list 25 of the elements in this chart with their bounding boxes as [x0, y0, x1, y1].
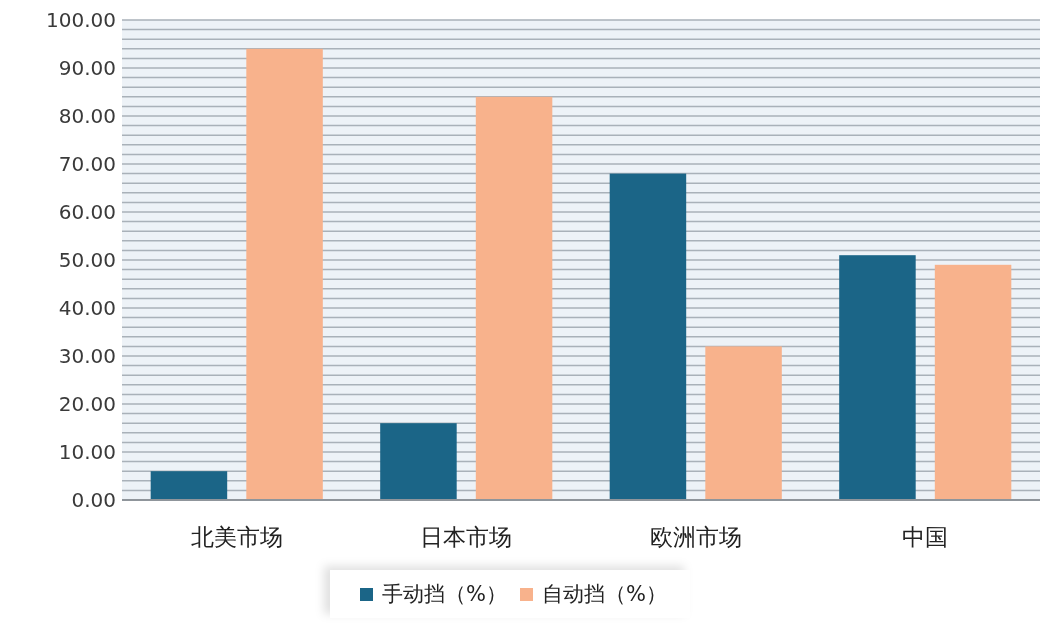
y-tick-label: 50.00	[58, 248, 116, 272]
y-tick-label: 0.00	[71, 488, 116, 512]
x-tick-label: 中国	[902, 524, 949, 550]
y-tick-label: 40.00	[58, 296, 116, 320]
bar	[150, 471, 228, 500]
y-tick-label: 10.00	[58, 440, 116, 464]
y-tick-label: 80.00	[58, 104, 116, 128]
x-tick-label: 北美市场	[190, 524, 283, 550]
y-tick-label: 100.00	[46, 8, 116, 32]
bar	[839, 255, 916, 500]
y-tick-label: 20.00	[58, 392, 116, 416]
x-tick-label: 欧洲市场	[649, 524, 742, 550]
y-tick-label: 60.00	[58, 200, 116, 224]
legend-label: 自动挡（%）	[542, 582, 667, 607]
y-tick-label: 30.00	[58, 344, 116, 368]
bar	[705, 346, 782, 500]
bar	[609, 173, 687, 500]
y-tick-label: 70.00	[58, 152, 116, 176]
y-tick-label: 90.00	[58, 56, 116, 80]
bar	[475, 96, 553, 500]
bar	[246, 48, 323, 500]
legend-label: 手动挡（%）	[382, 582, 507, 607]
x-tick-label: 日本市场	[420, 524, 513, 550]
bar	[380, 423, 457, 500]
bar	[934, 264, 1012, 500]
